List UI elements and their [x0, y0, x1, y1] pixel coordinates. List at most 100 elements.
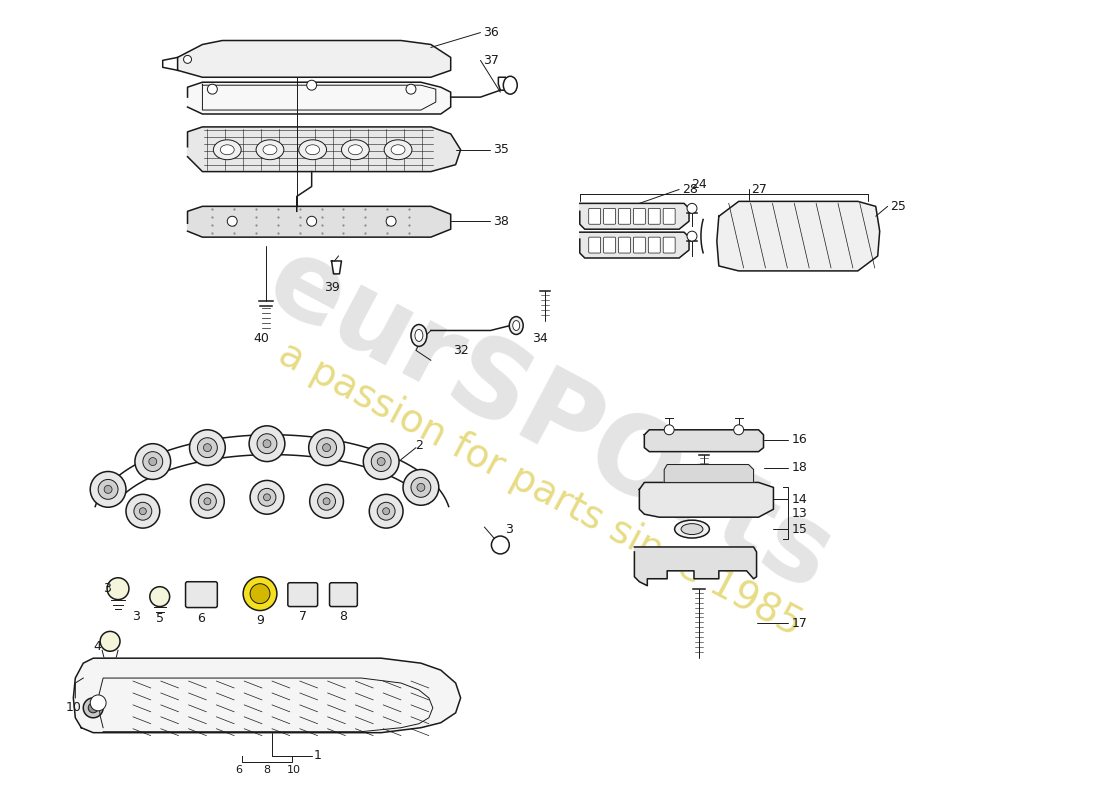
Ellipse shape — [349, 145, 362, 154]
Circle shape — [492, 536, 509, 554]
Text: 25: 25 — [891, 200, 906, 213]
Text: 10: 10 — [287, 766, 300, 775]
Circle shape — [190, 485, 224, 518]
Circle shape — [307, 216, 317, 226]
Circle shape — [264, 494, 271, 501]
FancyBboxPatch shape — [618, 208, 630, 224]
FancyBboxPatch shape — [330, 582, 358, 606]
FancyBboxPatch shape — [634, 208, 646, 224]
Text: 6: 6 — [235, 766, 243, 775]
Polygon shape — [187, 206, 451, 237]
Circle shape — [688, 203, 697, 214]
Text: 6: 6 — [198, 612, 206, 625]
FancyBboxPatch shape — [618, 237, 630, 253]
Circle shape — [134, 502, 152, 520]
Text: 13: 13 — [791, 506, 807, 520]
Circle shape — [204, 444, 211, 452]
Polygon shape — [74, 658, 461, 733]
Ellipse shape — [299, 140, 327, 160]
Circle shape — [198, 492, 217, 510]
Circle shape — [90, 695, 106, 711]
Circle shape — [372, 452, 392, 471]
Text: 2: 2 — [415, 439, 422, 452]
Polygon shape — [580, 232, 689, 258]
Text: 18: 18 — [791, 461, 807, 474]
Polygon shape — [187, 82, 451, 114]
FancyBboxPatch shape — [604, 208, 616, 224]
Circle shape — [135, 444, 170, 479]
Ellipse shape — [509, 317, 524, 334]
FancyBboxPatch shape — [588, 208, 601, 224]
Text: a passion for parts since 1985: a passion for parts since 1985 — [272, 334, 808, 644]
Polygon shape — [645, 430, 763, 452]
FancyBboxPatch shape — [588, 237, 601, 253]
Text: 16: 16 — [791, 434, 807, 446]
Text: 28: 28 — [682, 183, 698, 196]
Circle shape — [250, 481, 284, 514]
Text: 36: 36 — [484, 26, 499, 39]
Circle shape — [228, 216, 238, 226]
FancyBboxPatch shape — [663, 237, 675, 253]
Ellipse shape — [341, 140, 370, 160]
Circle shape — [204, 498, 211, 505]
Circle shape — [323, 498, 330, 505]
Polygon shape — [639, 482, 773, 517]
Text: 39: 39 — [323, 282, 340, 294]
Circle shape — [363, 444, 399, 479]
FancyBboxPatch shape — [663, 208, 675, 224]
Text: 37: 37 — [484, 54, 499, 67]
FancyBboxPatch shape — [634, 237, 646, 253]
Ellipse shape — [306, 145, 320, 154]
Text: 1: 1 — [314, 749, 321, 762]
Circle shape — [184, 55, 191, 63]
Ellipse shape — [513, 321, 519, 330]
Circle shape — [84, 698, 103, 718]
Circle shape — [406, 84, 416, 94]
Circle shape — [263, 440, 271, 448]
Text: 7: 7 — [299, 610, 307, 623]
Circle shape — [383, 508, 389, 514]
Circle shape — [664, 425, 674, 434]
Circle shape — [198, 438, 218, 458]
Circle shape — [377, 458, 385, 466]
Text: 3: 3 — [132, 610, 140, 623]
Circle shape — [150, 586, 169, 606]
Text: 38: 38 — [494, 214, 509, 228]
FancyBboxPatch shape — [288, 582, 318, 606]
Circle shape — [370, 494, 403, 528]
Circle shape — [98, 479, 118, 499]
Circle shape — [257, 434, 277, 454]
Text: 34: 34 — [532, 332, 548, 345]
Ellipse shape — [415, 330, 422, 342]
Polygon shape — [717, 202, 880, 271]
Circle shape — [249, 426, 285, 462]
Polygon shape — [187, 127, 461, 171]
Ellipse shape — [213, 140, 241, 160]
Text: 10: 10 — [65, 702, 81, 714]
Circle shape — [189, 430, 226, 466]
Circle shape — [734, 425, 744, 434]
Circle shape — [417, 483, 425, 491]
Circle shape — [90, 471, 126, 507]
Text: 4: 4 — [94, 640, 101, 653]
FancyBboxPatch shape — [648, 208, 660, 224]
Text: 3: 3 — [505, 522, 514, 535]
Text: 14: 14 — [791, 493, 807, 506]
Text: eurSPOrts: eurSPOrts — [250, 226, 850, 613]
Circle shape — [107, 578, 129, 600]
Ellipse shape — [674, 520, 710, 538]
Circle shape — [126, 494, 160, 528]
Ellipse shape — [681, 524, 703, 534]
Polygon shape — [664, 465, 754, 482]
Circle shape — [88, 703, 98, 713]
Text: 27: 27 — [751, 183, 768, 196]
Circle shape — [688, 231, 697, 241]
Ellipse shape — [263, 145, 277, 154]
Ellipse shape — [256, 140, 284, 160]
Text: 32: 32 — [453, 344, 469, 357]
Ellipse shape — [220, 145, 234, 154]
Text: 40: 40 — [253, 332, 270, 345]
Polygon shape — [635, 547, 757, 586]
Text: 17: 17 — [791, 617, 807, 630]
Text: 3: 3 — [103, 582, 111, 595]
